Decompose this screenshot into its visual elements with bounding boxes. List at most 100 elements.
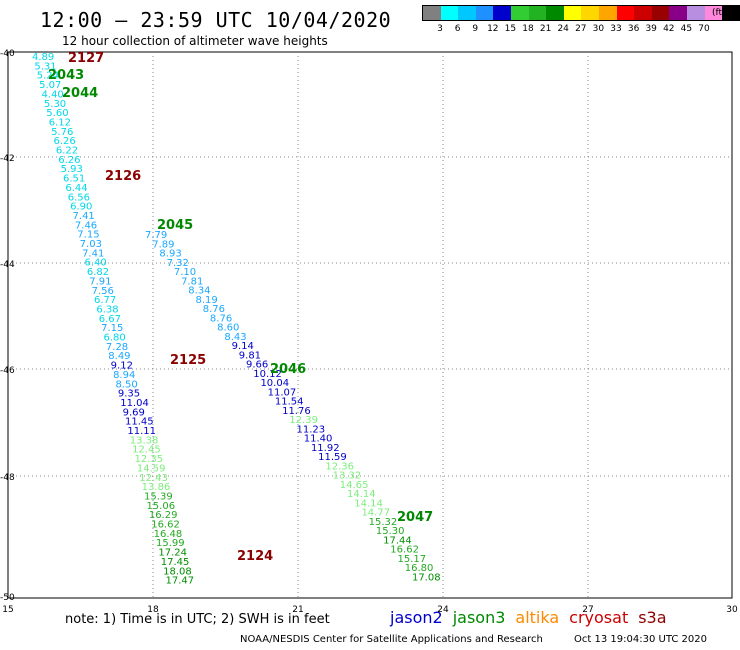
wave-height-label: 12.36	[325, 461, 354, 472]
pass-number-label: 2124	[237, 549, 273, 564]
legend-label: 3	[437, 24, 443, 34]
legend-swatch	[546, 6, 564, 20]
wave-height-label: 8.43	[224, 332, 246, 343]
wave-height-label: 5.93	[61, 164, 83, 175]
wave-height-label: 7.41	[73, 211, 95, 222]
legend-label: 15	[504, 24, 517, 34]
satellite-name: jason3	[452, 608, 506, 627]
wave-height-label: 15.39	[144, 491, 173, 502]
legend-label: 36	[627, 24, 640, 34]
legend-label: 33	[610, 24, 622, 34]
wave-height-label: 6.82	[87, 267, 109, 278]
satellite-name: s3a	[638, 608, 667, 627]
wave-height-label: 5.07	[39, 80, 61, 91]
wave-height-label: 9.35	[118, 389, 140, 400]
latitude-tick-label: -44	[0, 260, 15, 270]
wave-height-label: 4.89	[32, 52, 54, 63]
wave-height-label: 5.30	[44, 99, 66, 110]
wave-height-label: 5.60	[46, 108, 68, 119]
longitude-tick-label: 18	[147, 605, 159, 615]
satellite-name: jason2	[390, 608, 443, 627]
pass-number-label: 2043	[48, 68, 84, 83]
wave-height-label: 9.66	[246, 360, 268, 371]
wave-height-label: 12.45	[132, 445, 161, 456]
wave-height-label: 10.12	[253, 369, 282, 380]
pass-number-label: 2126	[105, 169, 141, 184]
legend-label: 39	[645, 24, 657, 34]
longitude-tick-label: 15	[2, 605, 13, 615]
pass-number-label: 2046	[270, 362, 306, 377]
wave-height-label: 9.14	[232, 341, 254, 352]
legend-label: 70	[698, 24, 710, 34]
wave-height-label: 6.56	[68, 192, 90, 203]
wave-height-label: 14.65	[340, 480, 369, 491]
wave-height-label: 17.44	[383, 535, 412, 546]
wave-height-label: 16.48	[154, 529, 183, 540]
wave-height-label: 5.24	[37, 71, 59, 82]
latitude-tick-label: -42	[0, 154, 15, 164]
legend-swatch	[581, 6, 599, 20]
wave-height-label: 6.12	[49, 117, 71, 128]
longitude-tick-label: 30	[726, 605, 738, 615]
wave-height-label: 6.26	[58, 155, 80, 166]
legend-swatch	[598, 6, 617, 20]
wave-height-label: 7.15	[101, 323, 123, 334]
legend-labels: 3 6 9 12 15 18 21 24 27 30 33 36 39 42 45 70	[422, 21, 740, 35]
wave-height-label: 10.04	[260, 378, 289, 389]
wave-height-label: 7.89	[152, 239, 174, 250]
wave-height-label: 7.79	[145, 230, 167, 241]
legend-swatch	[475, 6, 494, 20]
legend-label: 18	[522, 24, 534, 34]
credit-text: NOAA/NESDIS Center for Satellite Applica…	[240, 634, 543, 645]
legend-swatch	[634, 6, 652, 20]
wave-height-label: 11.76	[282, 406, 311, 417]
legend-label: 21	[539, 24, 552, 34]
wave-height-label: 12.35	[135, 454, 164, 465]
wave-height-label: 7.15	[77, 230, 99, 241]
wave-height-label: 16.80	[405, 563, 434, 574]
legend-label: 6	[454, 24, 461, 34]
wave-height-label: 13.38	[130, 435, 159, 446]
legend-label: 45	[680, 24, 693, 34]
wave-height-label: 17.24	[158, 548, 187, 559]
wave-height-label: 11.59	[318, 452, 347, 463]
satellite-legend: jason2 jason3 altika cryosat s3a	[390, 608, 677, 627]
wave-height-label: 15.17	[398, 554, 427, 565]
longitude-tick-label: 21	[292, 605, 303, 615]
wave-height-label: 7.91	[89, 276, 111, 287]
map-subtitle: 12 hour collection of altimeter wave hei…	[62, 34, 328, 48]
wave-height-label: 12.43	[139, 473, 168, 484]
legend-swatch	[440, 6, 459, 20]
wave-height-label: 6.77	[94, 295, 116, 306]
latitude-tick-label: -50	[0, 593, 15, 603]
wave-height-label: 6.51	[63, 174, 85, 185]
wave-height-label: 7.28	[106, 342, 128, 353]
wave-height-label: 13.86	[142, 482, 171, 493]
wave-height-label: 7.03	[80, 239, 102, 250]
legend-swatch	[722, 6, 740, 20]
legend-swatch	[510, 6, 529, 20]
wave-height-label: 8.50	[115, 379, 137, 390]
wave-height-label: 15.32	[369, 517, 398, 528]
pass-number-label: 2127	[68, 51, 104, 66]
latitude-tick-label: -40	[0, 49, 15, 59]
legend-swatch	[669, 6, 687, 20]
legend-swatch	[651, 6, 670, 20]
wave-height-label: 8.49	[108, 351, 130, 362]
pass-number-label: 2044	[62, 86, 98, 101]
wave-height-label: 6.80	[104, 333, 126, 344]
wave-height-label: 16.29	[149, 510, 178, 521]
generated-timestamp: Oct 13 19:04:30 UTC 2020	[574, 634, 707, 645]
wave-height-label: 6.67	[99, 314, 121, 325]
legend-swatch	[458, 6, 476, 20]
wave-height-label: 8.94	[113, 370, 135, 381]
wave-height-label: 12.39	[289, 415, 318, 426]
legend-swatch	[704, 6, 723, 20]
wave-height-label: 15.99	[156, 538, 185, 549]
legend-swatch	[686, 6, 705, 20]
wave-height-label: 16.62	[390, 545, 419, 556]
legend-label: 9	[472, 24, 479, 34]
wave-height-label: 14.77	[361, 508, 390, 519]
wave-height-label: 8.76	[203, 304, 225, 315]
